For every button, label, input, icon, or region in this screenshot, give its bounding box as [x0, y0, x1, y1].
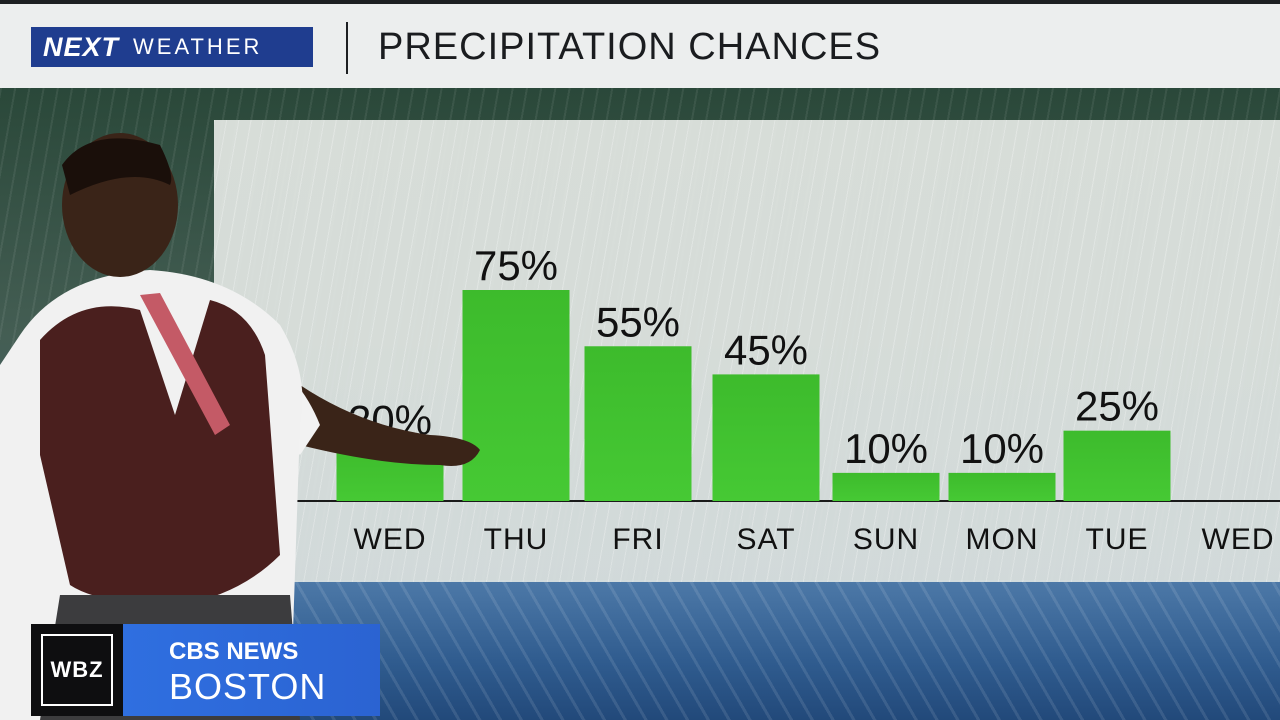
cbs-news-boston-logo: CBS NEWS BOSTON [123, 624, 380, 716]
header-divider [346, 22, 348, 74]
city-name: BOSTON [169, 666, 327, 707]
day-label-2: THU [484, 523, 549, 556]
brand-weather: WEATHER [133, 34, 263, 59]
value-label-2: 75% [474, 242, 558, 289]
network-name: CBS NEWS [169, 638, 299, 665]
page-title: PRECIPITATION CHANCES [378, 26, 882, 68]
day-label-6: MON [966, 523, 1039, 556]
bar-sat-4 [712, 374, 820, 501]
bar-fri-3 [584, 346, 692, 501]
bar-sun-5 [832, 472, 940, 501]
value-label-5: 10% [844, 425, 928, 472]
value-label-7: 25% [1075, 383, 1159, 430]
day-label-4: SAT [736, 523, 795, 556]
value-label-3: 55% [596, 298, 680, 345]
bar-tue-7 [1063, 430, 1171, 501]
wbz-logo-frame: WBZ [41, 634, 113, 706]
value-label-6: 10% [960, 425, 1044, 472]
chart-panel [214, 120, 1280, 582]
header-bar: NEXT WEATHER PRECIPITATION CHANCES [0, 0, 1280, 88]
day-label-7: TUE [1086, 523, 1149, 556]
value-label-4: 45% [724, 326, 808, 373]
day-label-1: WED [354, 523, 427, 556]
bar-mon-6 [948, 472, 1056, 501]
wbz-logo: WBZ [31, 624, 123, 716]
bar-thu-2 [462, 290, 570, 501]
day-label-8: WED [1202, 523, 1275, 556]
next-weather-logo: NEXT WEATHER [31, 27, 313, 67]
brand-next: NEXT [43, 31, 120, 62]
day-label-5: SUN [853, 523, 919, 556]
day-label-3: FRI [612, 523, 663, 556]
wbz-logo-text: WBZ [50, 657, 104, 682]
